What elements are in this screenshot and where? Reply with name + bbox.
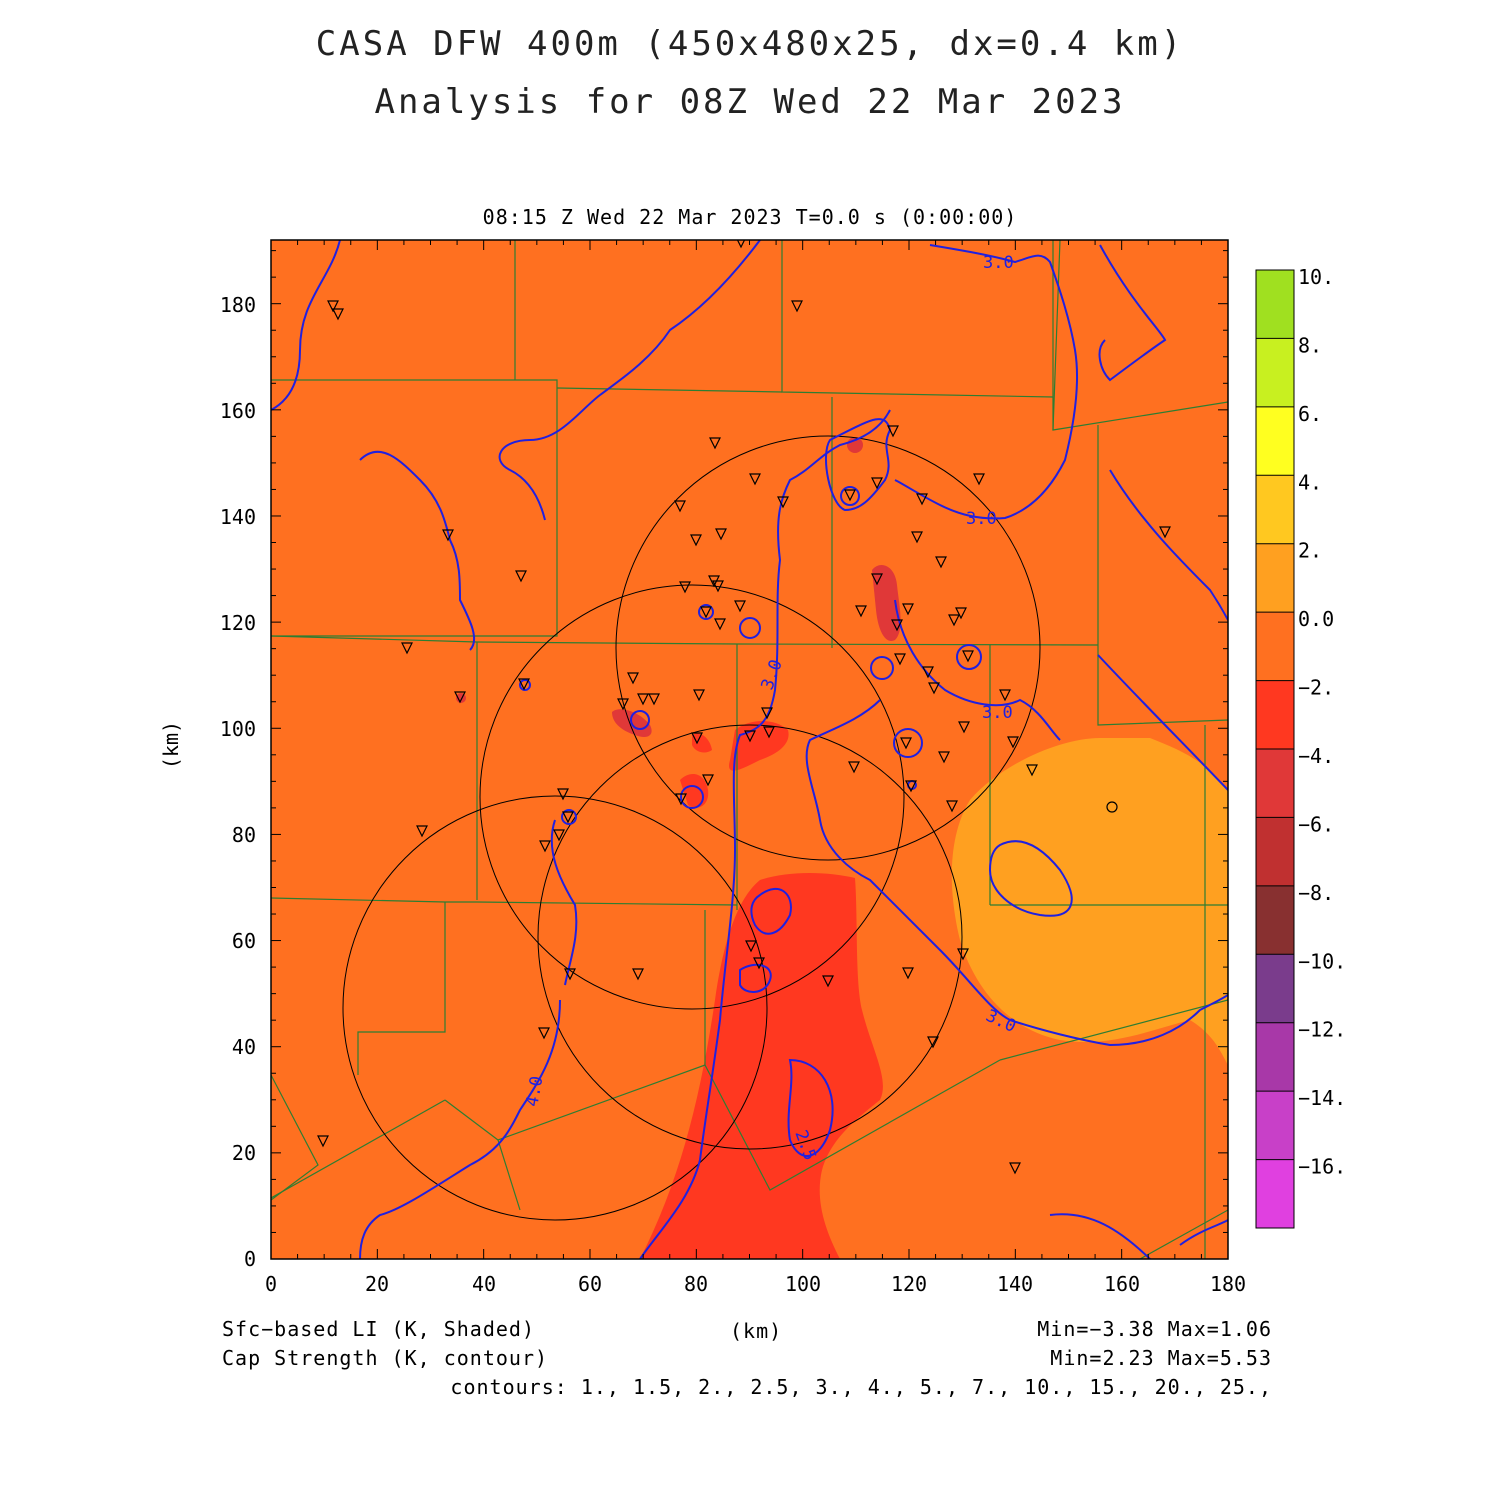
colorbar-label: 4.	[1298, 470, 1322, 494]
colorbar-segment	[1256, 475, 1294, 544]
x-tick-label: 180	[1210, 1272, 1246, 1296]
county-lines	[271, 240, 1228, 1259]
positive-li-region	[951, 738, 1228, 1065]
plot-title-line2: Analysis for 08Z Wed 22 Mar 2023	[374, 82, 1126, 122]
x-tick-label: 20	[365, 1272, 389, 1296]
x-tick-label: 40	[472, 1272, 496, 1296]
contour-label: 3.0	[966, 509, 997, 529]
station-markers	[317, 240, 1171, 1175]
colorbar-segment	[1256, 612, 1294, 681]
negative-li-patch	[680, 774, 709, 808]
y-tick-label: 140	[220, 505, 256, 529]
colorbar-label: −12.	[1298, 1018, 1346, 1042]
colorbar-label: 8.	[1298, 333, 1322, 357]
colorbar-segment	[1256, 338, 1294, 407]
radar-range-rings	[342, 435, 1041, 1221]
y-tick-label: 80	[232, 823, 256, 847]
x-tick-label: 100	[785, 1272, 821, 1296]
colorbar-label: −4.	[1298, 744, 1334, 768]
y-tick-label: 120	[220, 611, 256, 635]
colorbar-segment	[1256, 1159, 1294, 1228]
x-tick-label: 160	[1104, 1272, 1140, 1296]
x-tick-label: 0	[265, 1272, 277, 1296]
footer-contour-field-label: Cap Strength (K, contour)	[222, 1346, 549, 1370]
y-axis-label: (km)	[159, 721, 183, 769]
colorbar-segment	[1256, 680, 1294, 749]
plot-title-line1: CASA DFW 400m (450x480x25, dx=0.4 km)	[315, 24, 1185, 64]
footer-contour-minmax: Min=2.23 Max=5.53	[1050, 1346, 1272, 1370]
x-tick-label: 140	[997, 1272, 1033, 1296]
colorbar: 10. 8. 6. 4. 2. 0.0 −2. −4. −6. −8. −10. −12. −14. −1…	[1255, 265, 1346, 1229]
negative-li-patch	[692, 733, 712, 753]
x-tick-label: 80	[684, 1272, 708, 1296]
colorbar-segment	[1256, 954, 1294, 1023]
valid-time-label: 08:15 Z Wed 22 Mar 2023 T=0.0 s (0:00:00…	[482, 205, 1018, 229]
colorbar-label: −6.	[1298, 812, 1334, 836]
x-tick-label: 60	[578, 1272, 602, 1296]
colorbar-segment	[1256, 817, 1294, 886]
footer-shaded-field-label: Sfc−based LI (K, Shaded)	[222, 1317, 535, 1341]
y-tick-label: 20	[232, 1141, 256, 1165]
y-tick-label: 40	[232, 1035, 256, 1059]
shaded-field: 3.0 3.0 3.0 3.0 3.0 4.0 2.5	[271, 240, 1228, 1259]
y-tick-label: 180	[220, 293, 256, 317]
colorbar-label: −14.	[1298, 1086, 1346, 1110]
y-tick-label: 100	[220, 717, 256, 741]
y-tick-label: 0	[244, 1247, 256, 1271]
negative-li-patch	[1150, 738, 1228, 790]
colorbar-label: 6.	[1298, 402, 1322, 426]
colorbar-segment	[1256, 1091, 1294, 1160]
colorbar-segment	[1256, 543, 1294, 613]
colorbar-label: 2.	[1298, 539, 1322, 563]
colorbar-label: −16.	[1298, 1155, 1346, 1179]
contour-label: 3.0	[982, 703, 1013, 723]
y-tick-label: 60	[232, 929, 256, 953]
y-tick-label: 160	[220, 399, 256, 423]
contour-label: 3.0	[983, 253, 1014, 273]
colorbar-label: 10.	[1298, 265, 1334, 289]
colorbar-segment	[1256, 1022, 1294, 1092]
colorbar-label: −8.	[1298, 881, 1334, 905]
colorbar-label: −2.	[1298, 676, 1334, 700]
footer-contour-levels: contours: 1., 1.5, 2., 2.5, 3., 4., 5., …	[450, 1375, 1272, 1399]
axis-tick-labels: 0 20 40 60 80 100 120 140 160 180 0 20 4…	[220, 293, 1246, 1296]
x-tick-label: 120	[891, 1272, 927, 1296]
colorbar-label: −10.	[1298, 949, 1346, 973]
cap-strength-contours	[271, 240, 1228, 1259]
footer-shaded-minmax: Min=−3.38 Max=1.06	[1037, 1317, 1272, 1341]
colorbar-segment	[1256, 749, 1294, 818]
axis-ticks	[270, 240, 1229, 1260]
colorbar-label: 0.0	[1298, 607, 1334, 631]
colorbar-segment	[1256, 885, 1294, 955]
x-axis-label: (km)	[730, 1319, 783, 1343]
colorbar-segment	[1256, 270, 1294, 339]
colorbar-segment	[1256, 406, 1294, 476]
